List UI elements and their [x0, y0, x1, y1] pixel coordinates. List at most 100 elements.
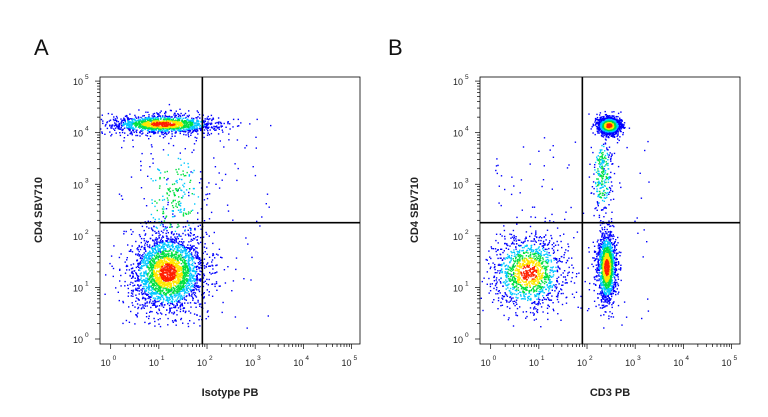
event-dot [141, 152, 143, 155]
event-dot [158, 113, 160, 116]
event-dot [151, 287, 153, 289]
event-dot [155, 258, 157, 260]
event-dot [522, 311, 524, 313]
event-dot [617, 273, 619, 275]
event-dot [177, 124, 180, 127]
event-dot [171, 240, 173, 242]
event-dot [159, 245, 161, 247]
event-dot [622, 132, 624, 134]
event-dot [210, 273, 212, 275]
event-dot [144, 128, 147, 130]
event-dot [167, 291, 169, 293]
event-dot [155, 290, 158, 293]
event-dot [161, 121, 163, 123]
event-dot [183, 283, 185, 286]
event-dot [148, 127, 150, 129]
event-dot [197, 133, 199, 135]
event-dot [193, 234, 195, 236]
event-dot [151, 304, 154, 306]
event-dot [171, 312, 173, 314]
event-dot [601, 307, 603, 309]
event-dot [156, 295, 158, 298]
event-dot [173, 255, 175, 257]
event-dot [152, 130, 154, 133]
event-dot [617, 165, 620, 168]
event-dot [189, 181, 191, 183]
event-dot [101, 114, 103, 116]
event-dot [580, 295, 582, 298]
event-dot [154, 230, 156, 233]
event-dot [132, 282, 134, 284]
event-dot [162, 296, 164, 299]
event-dot [138, 287, 140, 289]
event-dot [187, 261, 189, 263]
event-dot [181, 251, 184, 254]
event-dot [142, 125, 144, 127]
event-dot [152, 260, 154, 262]
event-dot [161, 305, 163, 307]
event-dot [166, 192, 168, 194]
event-dot [92, 120, 93, 121]
event-dot [135, 130, 137, 132]
event-dot [134, 128, 136, 130]
event-dot [179, 301, 181, 304]
event-dot [205, 282, 208, 285]
event-dot [196, 251, 198, 253]
x-tick-label: 10 [245, 358, 255, 368]
event-dot [131, 119, 133, 122]
event-dot [138, 244, 140, 247]
event-dot [605, 115, 608, 118]
event-dot [155, 271, 158, 273]
event-dot [148, 255, 150, 257]
event-dot [171, 295, 173, 298]
event-dot [152, 116, 154, 118]
event-dot [173, 268, 175, 270]
event-dot [157, 264, 159, 266]
event-dot [206, 253, 208, 255]
event-dot [143, 229, 145, 232]
event-dot [181, 241, 183, 243]
event-dot [167, 303, 169, 305]
event-dot [170, 287, 173, 289]
event-dot [161, 270, 163, 272]
event-dot [573, 296, 575, 299]
event-dot [596, 279, 598, 281]
event-dot [212, 272, 214, 274]
event-dot [152, 217, 155, 219]
event-dot [144, 244, 146, 246]
event-dot [211, 119, 213, 122]
event-dot [158, 271, 160, 273]
event-dot [154, 279, 156, 282]
event-dot [136, 314, 138, 316]
event-dot [180, 189, 182, 191]
event-dot [156, 209, 158, 212]
event-dot [123, 137, 126, 139]
event-dot [186, 272, 188, 274]
event-dot [206, 311, 209, 313]
event-dot [197, 285, 200, 287]
event-dot [574, 141, 577, 143]
event-dot [601, 227, 603, 229]
event-dot [151, 248, 153, 250]
event-dot [166, 230, 168, 232]
event-dot [104, 133, 106, 135]
event-dot [594, 207, 596, 210]
event-dot [187, 134, 189, 136]
event-dot [177, 300, 179, 303]
event-dot [191, 127, 194, 129]
event-dot [586, 309, 589, 312]
event-dot [588, 251, 590, 253]
event-dot [193, 294, 196, 296]
event-dot [167, 273, 169, 275]
event-dot [183, 121, 186, 124]
event-dot [139, 263, 141, 265]
event-dot [207, 284, 209, 286]
event-dot [182, 215, 185, 217]
event-dot [156, 277, 158, 279]
event-dot [149, 262, 152, 264]
event-dot [194, 284, 196, 287]
event-dot [135, 273, 138, 275]
event-dot [182, 310, 185, 312]
event-dot [556, 298, 559, 301]
event-dot [218, 285, 220, 287]
